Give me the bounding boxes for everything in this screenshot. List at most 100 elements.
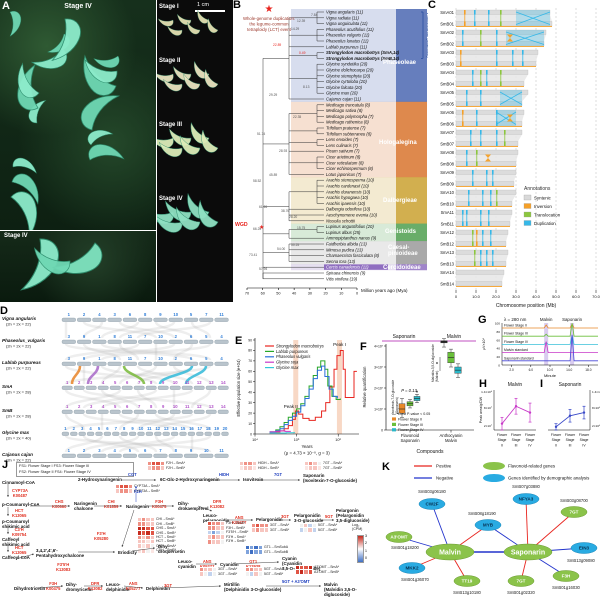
peak-annotation: Peak II: [284, 404, 298, 409]
clade-label: pinioideae: [388, 251, 418, 257]
heatmap-cell: [211, 571, 218, 578]
chromatogram-trace: [502, 334, 598, 362]
heatmap-cell: [299, 527, 305, 534]
x-tick-label: Stage: [526, 438, 535, 442]
chromosome-b-underline: [456, 246, 506, 247]
annotation-mark: [488, 21, 490, 26]
annotation-mark: [472, 81, 474, 86]
enzyme-label: ANS K05277: [232, 515, 247, 525]
position-axis-tick: 30.0: [512, 294, 521, 299]
y-tick: 60: [248, 370, 252, 374]
chromosome-number: 9: [131, 426, 134, 431]
annotation-mark: [480, 141, 482, 146]
chromosome-box: [138, 317, 153, 322]
clade-band-edge: [396, 177, 427, 224]
position-axis-tick: 10.0: [472, 294, 481, 299]
chromosome-label-a: SmA10: [440, 190, 454, 195]
heatmap-cell: [307, 523, 314, 529]
heatmap-cell: [149, 530, 156, 537]
species-ploidy: (2n = 2x = 22): [6, 344, 32, 349]
jade-flower-shape: [167, 25, 183, 36]
tree-tip: Lens culinaris (7): [326, 143, 358, 148]
panel-i-label: I: [540, 378, 544, 390]
annotation-mark: [480, 130, 482, 135]
chromosome-label-a: SmA12: [440, 230, 454, 235]
chromosome-number: 3: [113, 312, 116, 317]
clade-band: [291, 223, 427, 242]
synteny-ribbon: [456, 174, 516, 182]
y-axis-label: μV×10⁴: [482, 337, 486, 350]
synteny-ribbon: [456, 34, 546, 42]
chromosome-label-b: SmB02: [440, 41, 454, 46]
significance-star: *: [416, 391, 418, 397]
chromosome-number: 18: [206, 426, 211, 431]
support-value: 22.89: [273, 43, 281, 47]
heatmap-cell: [145, 543, 152, 550]
heatmap-cell: [299, 565, 305, 571]
heatmap-cell: [211, 567, 218, 573]
chromosome-box: [183, 317, 199, 322]
tree-tip: Trifolium pratense (7): [326, 126, 366, 131]
annotation-mark: [472, 241, 474, 246]
heatmap-cell: [203, 571, 209, 578]
gene-id-label: SmB07g03880: [512, 484, 540, 489]
clade-band-edge: [396, 101, 427, 178]
metabolite: Dihy- dromyricetin: [66, 582, 93, 593]
heatmap-cell: [308, 465, 314, 472]
inversion-blob: [507, 34, 513, 38]
annotation-mark: [482, 241, 484, 246]
chromosome-box: [214, 361, 229, 366]
gene-node: [453, 575, 481, 587]
heatmap-cell: [253, 549, 260, 556]
clade-band-edge: [396, 241, 427, 265]
gene-node: [503, 543, 553, 561]
chromosome-bar-a: [455, 149, 519, 155]
dissection-strip: 1 cm Stage I Stage II Stage III Stage IV: [157, 0, 233, 302]
heatmap-cell: [255, 527, 261, 534]
metabolite: 6C-Glc-2-Hydroxynaringenin: [160, 477, 220, 482]
metabolite: Cyanidin: [220, 562, 239, 567]
chromosome-number: 10: [204, 448, 209, 453]
chromosome-bar-a: [455, 29, 547, 35]
heatmap-cell: [137, 521, 143, 528]
y-tick: 50: [248, 380, 252, 384]
significance-star: *: [436, 362, 438, 368]
heatmap-cell: [149, 517, 156, 523]
chromosome-number: 19: [214, 426, 219, 431]
heatmap-row-label: HIDH→SmB*: [258, 465, 280, 470]
x-tick: 2.0: [509, 368, 514, 372]
heatmap-cell: [145, 517, 152, 523]
tree-tip: Glycine stenophyta (20): [326, 73, 371, 78]
annotation-mark: [474, 261, 476, 266]
heatmap-row-label: F3'H→SmB*: [226, 539, 246, 543]
chromosome-number: 3: [98, 448, 101, 453]
chromosome-number: 12: [155, 426, 160, 431]
heatmap-row-label: F3'5'H→SmB*: [226, 530, 249, 535]
chromosome-box: [168, 339, 183, 344]
stage-line-plot: Malvin 2×10⁷ 8×10⁷ 1.4×10⁸ Peak area/g/DW Flo…: [479, 382, 536, 447]
chromosome-box: [157, 409, 169, 414]
gene-node-label: NFYA3: [519, 497, 534, 502]
header-malvin: Malvin: [447, 334, 462, 340]
gene-node: [398, 562, 426, 574]
gene-id-label: SmB03g08700: [560, 498, 588, 503]
x-tick-label: Flower: [579, 433, 590, 437]
synteny-web: [118, 320, 176, 340]
peak-band: [336, 340, 342, 434]
heatmap-row-label: F2H→SmA*: [166, 461, 186, 466]
time-axis-tick: 70: [245, 292, 249, 296]
annotation-mark: [490, 230, 492, 235]
y-tick: 40: [497, 347, 501, 351]
tree-tip: Lotus japonicus (7): [326, 172, 362, 177]
chromosome-number: 8: [144, 312, 147, 317]
annotation-mark: [462, 41, 464, 46]
clade-band: [291, 241, 427, 265]
y-tick: 80: [248, 349, 252, 353]
chromosome-box: [137, 431, 145, 436]
annotation-mark: [496, 50, 498, 55]
synteny-web: [136, 413, 176, 431]
chromosome-number: 17: [197, 426, 202, 431]
enzyme-label: 5GT: [325, 514, 333, 519]
x-tick: 10.0: [547, 368, 553, 372]
highlight-ribbon: [184, 365, 208, 385]
